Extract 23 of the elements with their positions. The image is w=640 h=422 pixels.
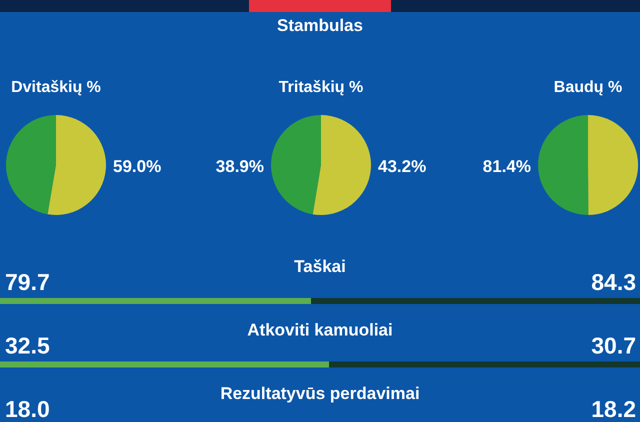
text: Rezultatyvūs perdavimai: [220, 384, 420, 403]
y-tick-label: Atkoviti kamuoliai: [247, 320, 393, 340]
y-tick-label: Taškai: [294, 257, 346, 276]
text: 18.2: [591, 396, 636, 422]
pie-slice: [271, 115, 321, 214]
data-label: 32.5: [5, 332, 50, 358]
pie-slice: [48, 115, 106, 215]
data-label: 38.9%: [216, 157, 264, 176]
data-label: 43.2%: [378, 157, 426, 176]
chart-title: Tritaškių %: [278, 79, 364, 96]
pie-slice: [588, 115, 638, 215]
data-label: 79.7: [5, 269, 50, 295]
pie-slice: [538, 115, 588, 215]
data-label: 59.0%: [113, 157, 162, 176]
data-label: 30.7: [591, 332, 636, 358]
pie-slice: [312, 115, 371, 215]
data-label: 84.3: [591, 269, 636, 295]
text: 18.0: [5, 396, 50, 422]
text: Stambulas: [277, 16, 363, 35]
pie-slice: [6, 115, 56, 214]
chart-title: Baudų %: [554, 79, 622, 96]
data-label: 81.4%: [482, 157, 531, 176]
chart-title: Dvitaškių %: [11, 79, 101, 96]
